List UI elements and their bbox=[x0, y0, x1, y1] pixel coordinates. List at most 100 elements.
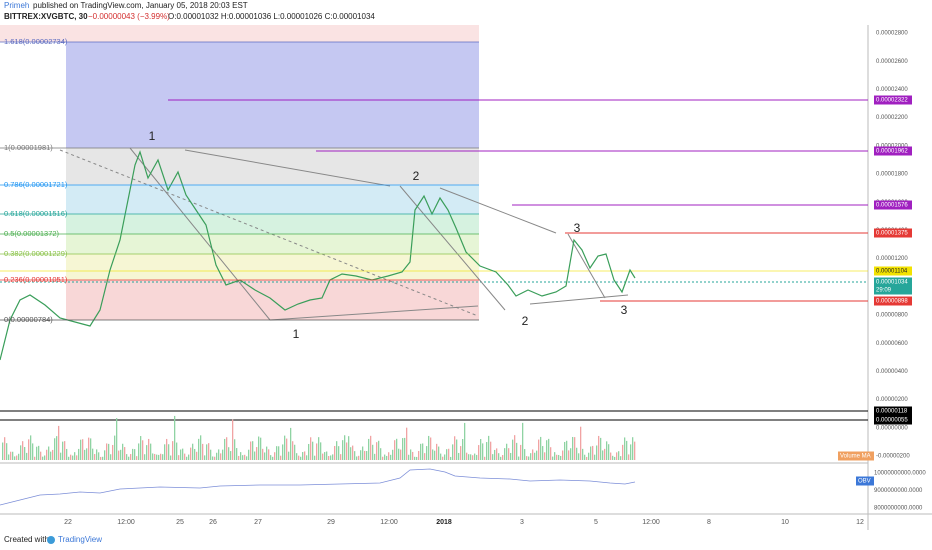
volume-bar bbox=[504, 448, 506, 460]
volume-bar bbox=[402, 438, 404, 460]
volume-bar bbox=[150, 443, 152, 460]
volume-bar bbox=[358, 455, 360, 460]
volume-bar bbox=[48, 446, 50, 460]
volume-bar bbox=[4, 437, 6, 460]
volume-bar bbox=[476, 454, 478, 460]
volume-bar bbox=[274, 452, 276, 460]
volume-bar bbox=[330, 455, 332, 460]
volume-bar bbox=[312, 441, 314, 460]
volume-bar bbox=[268, 449, 270, 460]
price-axis-label: 0.00002600 bbox=[876, 59, 908, 65]
volume-bar bbox=[424, 453, 426, 460]
volume-bar bbox=[336, 441, 338, 460]
volume-bar bbox=[612, 455, 614, 460]
volume-bar bbox=[392, 449, 394, 460]
volume-bar bbox=[194, 448, 196, 460]
volume-bar bbox=[472, 455, 474, 460]
volume-bar bbox=[32, 443, 34, 460]
labels: 1.618(0.00002734) 1(0.00001981) 0.786(0.00… bbox=[0, 31, 926, 526]
volume-bar bbox=[220, 453, 222, 460]
volume-bar bbox=[188, 454, 190, 460]
volume-bar bbox=[10, 451, 12, 460]
volume-bar bbox=[360, 450, 362, 460]
price-tag bbox=[874, 266, 912, 276]
volume-bar bbox=[500, 456, 502, 460]
volume-bar bbox=[338, 446, 340, 460]
volume-bar bbox=[8, 454, 10, 460]
volume-bar bbox=[270, 455, 272, 460]
volume-bar bbox=[180, 449, 182, 460]
volume-bar bbox=[42, 456, 44, 460]
volume-bar bbox=[628, 454, 630, 460]
volume-bar bbox=[416, 456, 418, 460]
volume-bar bbox=[544, 452, 546, 460]
volume-bar bbox=[284, 435, 286, 460]
horizontal-lines bbox=[0, 99, 868, 421]
volume-bar bbox=[538, 439, 540, 460]
volume-bar bbox=[40, 451, 42, 460]
volume-bar bbox=[618, 451, 620, 460]
price-tag-label: 29:09 bbox=[876, 288, 892, 294]
volume-bar bbox=[224, 438, 226, 460]
volume-bar bbox=[632, 437, 634, 460]
fib-label: 0(0.00000784) bbox=[4, 315, 53, 324]
volume-bar bbox=[334, 445, 336, 460]
volume-bar bbox=[210, 449, 212, 460]
fib-label: 0.786(0.00001721) bbox=[4, 180, 68, 189]
indicator-tag bbox=[856, 476, 874, 486]
wave-label: 3 bbox=[574, 221, 581, 235]
volume-bar bbox=[100, 456, 102, 460]
volume-bar bbox=[18, 453, 20, 460]
volume-bar bbox=[218, 449, 220, 460]
volume-bar bbox=[196, 451, 198, 460]
volume-bar bbox=[94, 454, 96, 460]
volume-bar bbox=[216, 452, 218, 460]
volume-bar bbox=[426, 446, 428, 460]
fib-zone bbox=[66, 214, 479, 234]
volume-bar bbox=[534, 452, 536, 460]
volume-bar bbox=[396, 438, 398, 460]
volume-bar bbox=[514, 435, 516, 460]
volume-bar bbox=[474, 453, 476, 460]
volume-bar bbox=[28, 439, 30, 460]
volume-bar bbox=[248, 449, 250, 460]
price-tag-label: 0.00001375 bbox=[876, 231, 908, 237]
volume-bar bbox=[488, 435, 490, 460]
volume-bar bbox=[520, 444, 522, 460]
volume-bar bbox=[262, 448, 264, 460]
volume-bar bbox=[124, 447, 126, 460]
author[interactable]: Primeh bbox=[4, 1, 29, 10]
volume-bar bbox=[446, 449, 448, 460]
volume-bar bbox=[492, 454, 494, 460]
volume-bar bbox=[34, 456, 36, 460]
volume-bar bbox=[60, 452, 62, 460]
volume-bar bbox=[630, 444, 632, 460]
volume-bar bbox=[286, 438, 288, 460]
volume-bar bbox=[344, 435, 346, 460]
obv-line bbox=[0, 468, 636, 506]
indicator-label: Volume MA bbox=[840, 454, 871, 460]
volume-bar bbox=[222, 449, 224, 460]
volume-bar bbox=[554, 452, 556, 460]
volume-bar bbox=[382, 456, 384, 460]
volume-bar bbox=[450, 456, 452, 460]
volume-bar bbox=[132, 448, 134, 460]
volume-bar bbox=[352, 445, 354, 460]
price-axis-label: 0.00000600 bbox=[876, 341, 908, 347]
time-axis-label: 12 bbox=[856, 519, 864, 526]
volume-bar bbox=[236, 448, 238, 460]
volume-bar bbox=[370, 435, 372, 460]
volume-bar bbox=[452, 444, 454, 460]
volume-bar bbox=[552, 456, 554, 460]
footer-brand[interactable]: TradingView bbox=[58, 535, 102, 544]
volume-bar bbox=[614, 456, 616, 460]
time-axis-label: 12:00 bbox=[642, 519, 660, 526]
volume-bar bbox=[598, 435, 600, 460]
price-tag-label: 0.00002322 bbox=[876, 98, 908, 104]
volume-bar bbox=[64, 441, 66, 460]
volume-bar bbox=[490, 441, 492, 460]
volume-bar bbox=[206, 444, 208, 460]
volume-bar bbox=[532, 449, 534, 460]
volume-bar bbox=[556, 454, 558, 460]
volume-bar bbox=[350, 447, 352, 460]
